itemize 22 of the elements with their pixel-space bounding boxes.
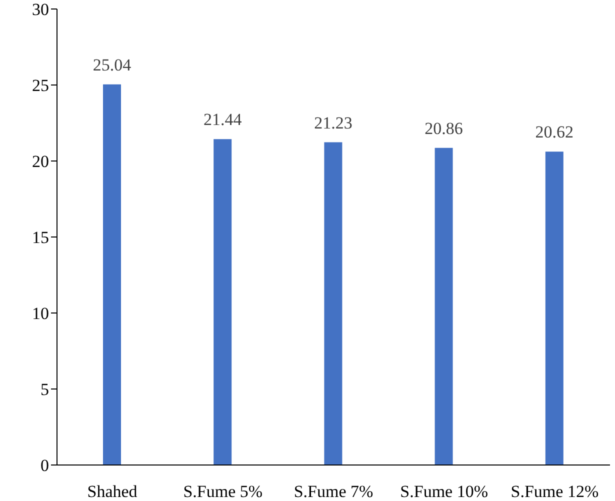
bar — [324, 142, 342, 465]
y-tick-label: 25 — [32, 76, 49, 96]
y-tick-label: 5 — [40, 380, 49, 400]
data-label: 25.04 — [92, 55, 132, 74]
data-label: 20.86 — [424, 118, 463, 138]
data-label: 21.44 — [203, 110, 242, 130]
bar — [103, 84, 121, 465]
y-tick-label: 30 — [32, 0, 49, 20]
data-label: 21.23 — [314, 113, 352, 132]
data-label: 20.62 — [535, 122, 574, 142]
bar — [214, 139, 232, 465]
y-tick-label: 20 — [32, 152, 49, 172]
x-tick-label: Shahed — [87, 482, 138, 501]
bar — [545, 152, 564, 465]
x-tick-label: S.Fume 5% — [183, 482, 263, 501]
y-tick-label: 15 — [32, 228, 49, 248]
bar — [434, 148, 453, 465]
x-tick-label: S.Fume 10% — [400, 482, 488, 501]
x-tick-label: S.Fume 7% — [294, 482, 374, 501]
x-tick-label: S.Fume 12% — [510, 482, 599, 501]
y-tick-label: 10 — [32, 304, 49, 324]
y-tick-label: 0 — [40, 456, 49, 476]
